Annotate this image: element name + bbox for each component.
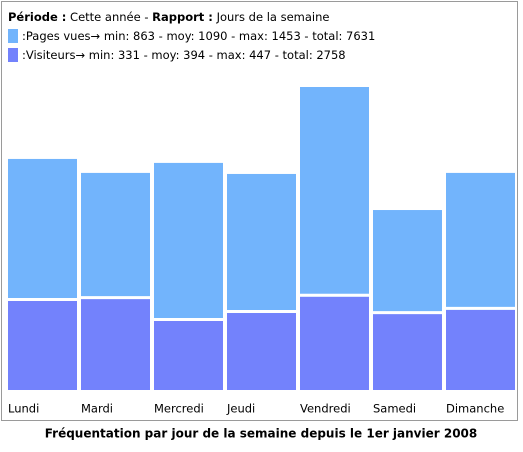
x-tick-label: Mardi xyxy=(81,402,113,416)
period-label: Période : xyxy=(8,10,66,24)
x-tick-label: Jeudi xyxy=(226,402,255,416)
separator: - xyxy=(144,10,148,24)
legend-name: Visiteurs xyxy=(26,48,76,62)
header: Période : Cette année - Rapport : Jours … xyxy=(8,10,329,24)
bar xyxy=(154,320,223,390)
legend-summary: → min: 331 - moy: 394 - max: 447 - total… xyxy=(75,48,345,62)
x-tick-label: Mercredi xyxy=(154,402,204,416)
report-label: Rapport : xyxy=(152,10,213,24)
report: Jours de la semaine xyxy=(216,10,330,24)
legend-entry: :Pages vues→ min: 863 - moy: 1090 - max:… xyxy=(22,29,375,43)
bar xyxy=(446,309,515,390)
legend-swatch xyxy=(8,29,18,43)
bar xyxy=(227,313,296,390)
bar xyxy=(373,314,442,390)
legend-separator: : xyxy=(22,48,26,62)
caption: Fréquentation par jour de la semaine dep… xyxy=(45,427,478,441)
x-tick-label: Vendredi xyxy=(300,402,351,416)
legend-swatch xyxy=(8,48,18,62)
period: Cette année xyxy=(70,10,141,24)
x-tick-label: Lundi xyxy=(8,402,39,416)
legend-summary: → min: 863 - moy: 1090 - max: 1453 - tot… xyxy=(91,29,376,43)
bar xyxy=(300,296,369,390)
x-tick-label: Samedi xyxy=(373,402,416,416)
legend-name: Pages vues xyxy=(26,29,91,43)
x-tick-label: Dimanche xyxy=(446,402,504,416)
legend-separator: : xyxy=(22,29,26,43)
bar xyxy=(81,299,150,390)
legend-entry: :Visiteurs→ min: 331 - moy: 394 - max: 4… xyxy=(22,48,346,62)
bar xyxy=(8,300,77,390)
